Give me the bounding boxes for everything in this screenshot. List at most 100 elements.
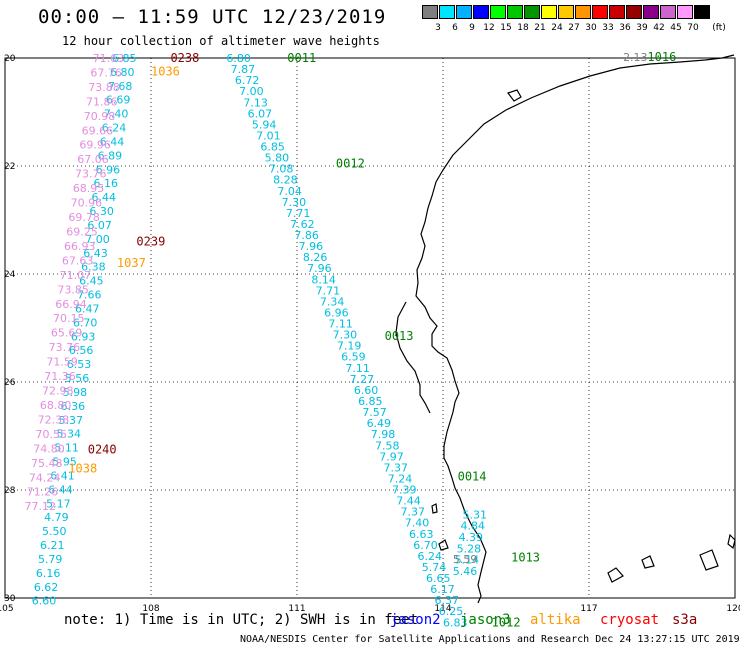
swh-value: 7.19 bbox=[337, 340, 362, 353]
swh-value: 70.98 bbox=[84, 110, 116, 123]
legend-swatch bbox=[592, 5, 608, 19]
swh-value: 7.96 bbox=[307, 262, 332, 275]
swh-value: 6.36 bbox=[61, 400, 86, 413]
lat-tick-label: 24 bbox=[4, 270, 16, 280]
swh-value: 6.07 bbox=[87, 219, 112, 232]
swh-value: 6.41 bbox=[50, 469, 75, 482]
legend-label: 21 bbox=[534, 23, 546, 33]
swh-value: 6.96 bbox=[96, 163, 121, 176]
swh-value: 66.93 bbox=[64, 240, 96, 253]
page-title: 00:00 – 11:59 UTC 12/23/2019 bbox=[38, 6, 387, 28]
swh-value: 70.55 bbox=[35, 428, 67, 441]
swh-value: 7.37 bbox=[384, 461, 409, 474]
swh-value: 7.11 bbox=[345, 362, 370, 375]
swh-value: 6.85 bbox=[358, 395, 383, 408]
swh-value: 6.93 bbox=[71, 330, 96, 343]
swh-value: 7.98 bbox=[371, 428, 396, 441]
legend-swatch bbox=[643, 5, 659, 19]
mainland-coast bbox=[415, 54, 735, 604]
legend-swatch bbox=[660, 5, 676, 19]
swh-value: 6.80 bbox=[110, 66, 135, 79]
pass-time-label: 0014 bbox=[458, 470, 487, 484]
swh-value: 6.47 bbox=[75, 302, 100, 315]
swh-value: 6.60 bbox=[32, 595, 57, 608]
swh-value: 6.17 bbox=[430, 583, 455, 596]
pass-time-label: 1037 bbox=[117, 256, 146, 270]
swh-value: 4.84 bbox=[461, 520, 486, 533]
swh-value: 73.88 bbox=[88, 81, 120, 94]
swh-value: 6.30 bbox=[89, 205, 114, 218]
legend-swatch bbox=[456, 5, 472, 19]
swh-value: 6.16 bbox=[94, 177, 119, 190]
swh-value: 5.34 bbox=[56, 428, 81, 441]
swh-value: 5.31 bbox=[462, 508, 487, 521]
lat-tick-label: 28 bbox=[4, 486, 16, 496]
swh-value: 68.80 bbox=[40, 399, 71, 412]
swh-value: 73.85 bbox=[57, 283, 89, 296]
swh-value: 7.71 bbox=[316, 284, 341, 297]
swh-value: 6.70 bbox=[413, 539, 438, 552]
swh-value: 68.95 bbox=[73, 182, 105, 195]
legend-unit: (ft) bbox=[712, 23, 726, 33]
legend-label: 18 bbox=[517, 23, 529, 33]
swh-value: 6.16 bbox=[36, 567, 61, 580]
swh-value: 5.14 bbox=[455, 554, 480, 567]
swh-value: 7.68 bbox=[108, 80, 133, 93]
swh-value: 5.95 bbox=[52, 456, 77, 469]
legend-label: 9 bbox=[469, 23, 475, 33]
swh-value: 6.70 bbox=[73, 316, 98, 329]
island-1 bbox=[507, 89, 522, 102]
footnote: note: 1) Time is in UTC; 2) SWH is in fe… bbox=[64, 612, 419, 628]
swh-value: 7.01 bbox=[256, 129, 281, 142]
swh-value: 70.15 bbox=[53, 312, 85, 325]
swh-value: 6.21 bbox=[40, 539, 65, 552]
swh-value: 7.57 bbox=[362, 406, 387, 419]
swh-value: 6.25 bbox=[439, 605, 464, 618]
legend-swatch bbox=[677, 5, 693, 19]
legend-label: 12 bbox=[483, 23, 495, 33]
swh-value: 5.98 bbox=[63, 386, 88, 399]
pass-time-label: 1036 bbox=[151, 65, 180, 79]
legend-jason3: jason3 bbox=[460, 612, 511, 628]
swh-value: 6.85 bbox=[112, 52, 137, 65]
coastline bbox=[395, 54, 736, 604]
legend-swatch bbox=[524, 5, 540, 19]
legend-s3a: s3a bbox=[672, 612, 698, 628]
pass-time-label: 1013 bbox=[511, 551, 540, 565]
lon-tick-label: 114 bbox=[434, 604, 451, 614]
swh-value: 6.24 bbox=[102, 122, 127, 135]
legend-swatch bbox=[694, 5, 710, 19]
swh-value: 7.44 bbox=[396, 495, 421, 508]
swh-value: 7.62 bbox=[290, 218, 315, 231]
legend-cryosat: cryosat bbox=[600, 612, 660, 628]
swh-value: 4.79 bbox=[44, 511, 69, 524]
swh-value: 71.86 bbox=[86, 95, 118, 108]
pass-time-label: 1016 bbox=[647, 50, 676, 64]
swh-value: 71.26 bbox=[27, 486, 59, 499]
swh-value: 7.30 bbox=[333, 329, 358, 342]
swh-value: 7.00 bbox=[239, 85, 264, 98]
island-7 bbox=[727, 533, 736, 550]
legend-label: 36 bbox=[619, 23, 631, 33]
swh-value: 6.56 bbox=[69, 344, 94, 357]
lon-tick-label: 105 bbox=[0, 604, 14, 614]
lat-lon-grid bbox=[4, 57, 736, 599]
swh-value: 65.69 bbox=[51, 327, 83, 340]
legend-swatch bbox=[541, 5, 557, 19]
swh-value: 6.72 bbox=[235, 74, 260, 87]
swh-value: 7.08 bbox=[269, 163, 294, 176]
pass-time-labels: 0011 0012 0013 0014 1013 1012 1016 0238 0239 0240… bbox=[68, 50, 676, 629]
swh-value: 7.58 bbox=[375, 439, 400, 452]
swh-value: 8.14 bbox=[311, 273, 336, 286]
swh-value: 66.94 bbox=[55, 298, 86, 311]
pass-time-label: 0012 bbox=[336, 156, 365, 170]
swh-value: 5.28 bbox=[457, 542, 482, 555]
legend-label: 42 bbox=[653, 23, 665, 33]
swh-value: 5.11 bbox=[54, 442, 79, 455]
legend-swatch bbox=[558, 5, 574, 19]
island-3 bbox=[431, 503, 438, 514]
swh-value: 7.40 bbox=[104, 108, 129, 121]
swh-value: 75.48 bbox=[31, 457, 63, 470]
swh-value: 67.63 bbox=[62, 254, 94, 267]
swh-value: 5.56 bbox=[65, 372, 90, 385]
